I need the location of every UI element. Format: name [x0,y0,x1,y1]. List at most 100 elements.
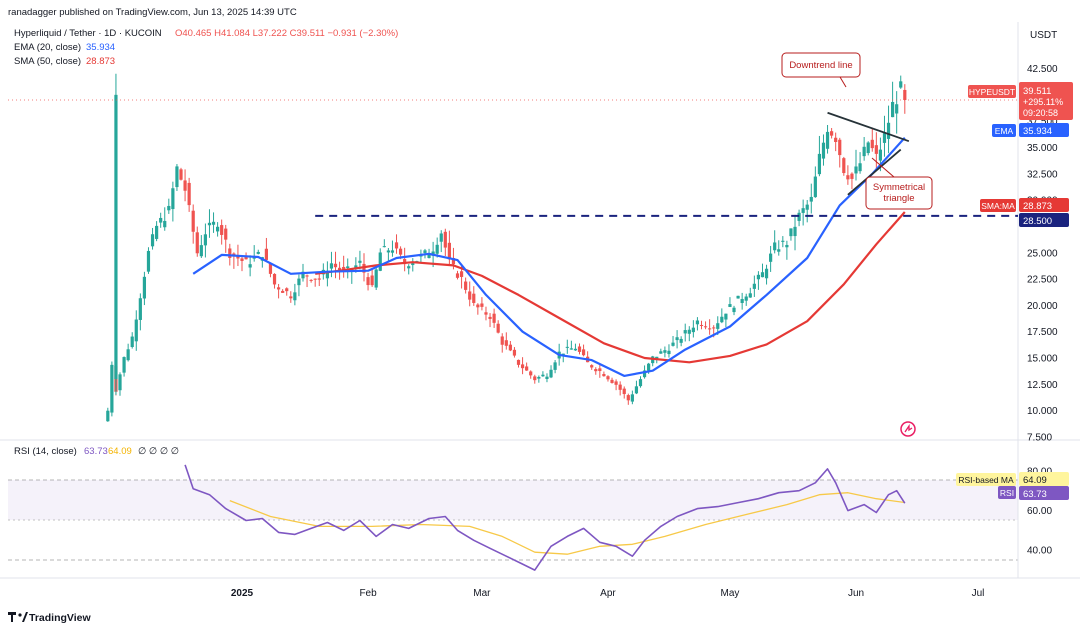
sma-legend-value: 28.873 [86,56,115,67]
candle-body [423,250,427,254]
candle-body [537,376,541,379]
rsi-badge: RSI 63.73 [998,486,1069,500]
tradingview-brand: TradingView [29,612,91,624]
hype-badge-countdown: 09:20:58 [1023,108,1058,118]
candle-body [520,364,525,369]
candle-body [142,276,147,299]
candle-body [577,346,582,352]
candle-body [716,323,720,329]
candle-body [106,410,110,422]
candle-body [390,250,395,253]
candle-body [207,222,212,226]
time-label: May [721,588,740,599]
candle-body [830,131,834,136]
candles [106,73,907,422]
rsi-lines [184,464,906,571]
candle-body [447,242,451,260]
candle-body [122,357,126,373]
candle-body [801,208,805,213]
candle-body [610,379,614,383]
downtrend-callout: Downtrend line [781,52,861,88]
candle-body [244,255,248,260]
price-tick-label: 25.000 [1027,248,1058,259]
price-tick-label: 12.500 [1027,380,1058,391]
candle-body [659,351,663,354]
level-badge-value: 28.500 [1023,216,1052,227]
candle-body [211,221,216,225]
candle-body [703,326,708,328]
candle-body [256,251,260,254]
hype-badge-change: +295.11% [1023,97,1063,107]
candle-body [744,296,748,301]
candle-body [581,349,586,356]
rsi-ma-badge-value: 64.09 [1023,475,1047,486]
tradingview-logo[interactable]: TradingView [8,612,91,624]
candle-body [329,263,334,269]
candle-body [224,228,228,240]
candle-body [370,275,374,286]
candle-body [472,293,476,303]
spark-logo-icon[interactable] [900,421,916,437]
symbol-legend[interactable]: Hyperliquid / Tether · 1D · KUCOIN [14,28,162,39]
candle-body [504,340,508,346]
price-tick-label: 7.500 [1027,433,1052,444]
level-badge: 28.500 [1019,213,1069,227]
candle-body [899,81,903,88]
candle-body [634,386,639,394]
candle-body [825,131,830,149]
candle-body [549,369,553,378]
candle-body [626,395,630,401]
candle-body [451,257,456,265]
candle-body [216,226,220,232]
candle-body [459,271,464,277]
uptrend-support-line [847,148,902,196]
price-tick-label: 17.500 [1027,327,1058,338]
candle-body [752,283,756,289]
candle-body [870,139,874,149]
candle-body [305,275,309,277]
triangle-label-line2: triangle [883,193,914,204]
candle-body [777,249,781,252]
price-tick-label: 35.000 [1027,143,1058,154]
candle-body [358,260,362,263]
candle-body [756,274,761,280]
candle-body [118,374,122,391]
ohlc-values: O40.465 H41.084 L37.222 C39.511 −0.931 (… [175,28,398,39]
price-tick-label: 10.000 [1027,406,1058,417]
candle-body [512,349,517,356]
candle-body [854,166,858,174]
candle-body [382,246,386,248]
candle-body [671,342,675,346]
candle-body [130,336,134,347]
candle-body [642,370,647,378]
candle-body [179,169,183,180]
rsi-legend-label[interactable]: RSI (14, close) [14,446,77,457]
candle-body [842,158,846,174]
rsi-tick-label: 60.00 [1027,506,1052,517]
candle-body [764,268,769,279]
sma-50-line [315,211,906,364]
time-label: Jun [848,588,864,599]
candle-body [167,205,171,211]
candle-body [220,225,224,235]
candle-body [480,303,484,307]
candle-body [878,149,883,161]
candle-body [325,272,329,279]
rsi-axis-ticks: 80.00 60.00 40.00 [1027,466,1052,556]
candle-body [175,166,179,188]
candle-body [187,182,191,206]
sma-legend-label[interactable]: SMA (50, close) [14,56,81,67]
candle-body [545,376,549,379]
ema-legend-label[interactable]: EMA (20, close) [14,42,81,53]
candle-body [541,374,545,377]
candle-body [748,293,752,298]
candle-body [464,281,468,290]
candle-body [346,266,350,269]
candle-body [886,122,891,139]
candle-body [492,313,496,323]
candle-body [183,180,187,191]
candle-body [134,319,138,342]
sma-badge-name: SMA:MA [981,201,1015,211]
candle-body [484,312,488,315]
candle-body [313,278,317,280]
